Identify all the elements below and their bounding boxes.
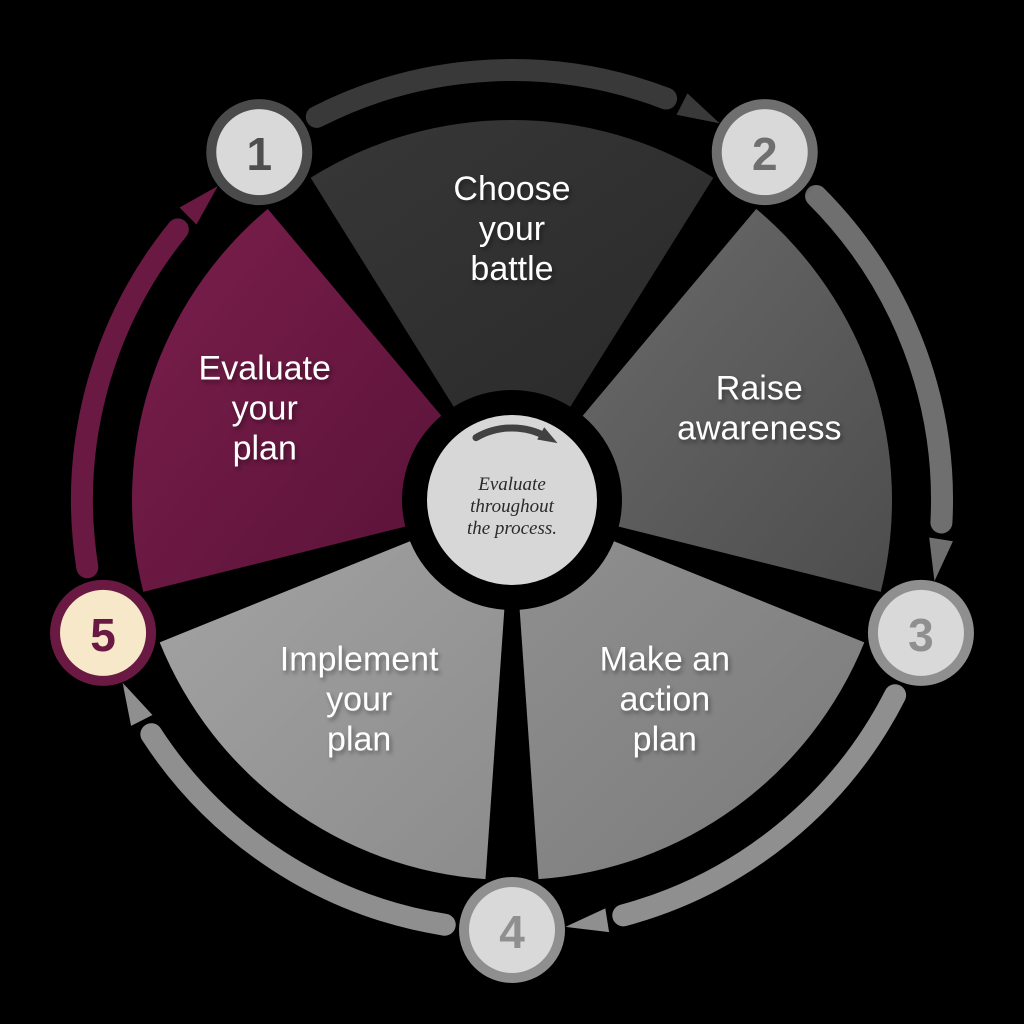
outer-arrowhead-1 [677,93,720,123]
outer-arrowhead-3 [565,908,609,932]
outer-arrowhead-4 [123,683,153,726]
step-badge-3: 3 [873,585,969,681]
step-number-1: 1 [246,128,272,180]
step-badge-4: 4 [464,882,560,978]
outer-arrowhead-2 [929,537,953,581]
process-cycle-diagram: Evaluatethroughoutthe process. Chooseyou… [0,0,1024,1024]
step-number-5: 5 [90,609,116,661]
step-badge-1: 1 [211,104,307,200]
step-badge-5: 5 [55,585,151,681]
outer-arrowhead-5 [180,186,218,224]
step-number-2: 2 [752,128,778,180]
outer-arrow-1 [317,70,666,117]
step-number-3: 3 [908,609,934,661]
center-label: Evaluatethroughoutthe process. [467,474,557,539]
step-badge-2: 2 [717,104,813,200]
step-number-4: 4 [499,906,525,958]
